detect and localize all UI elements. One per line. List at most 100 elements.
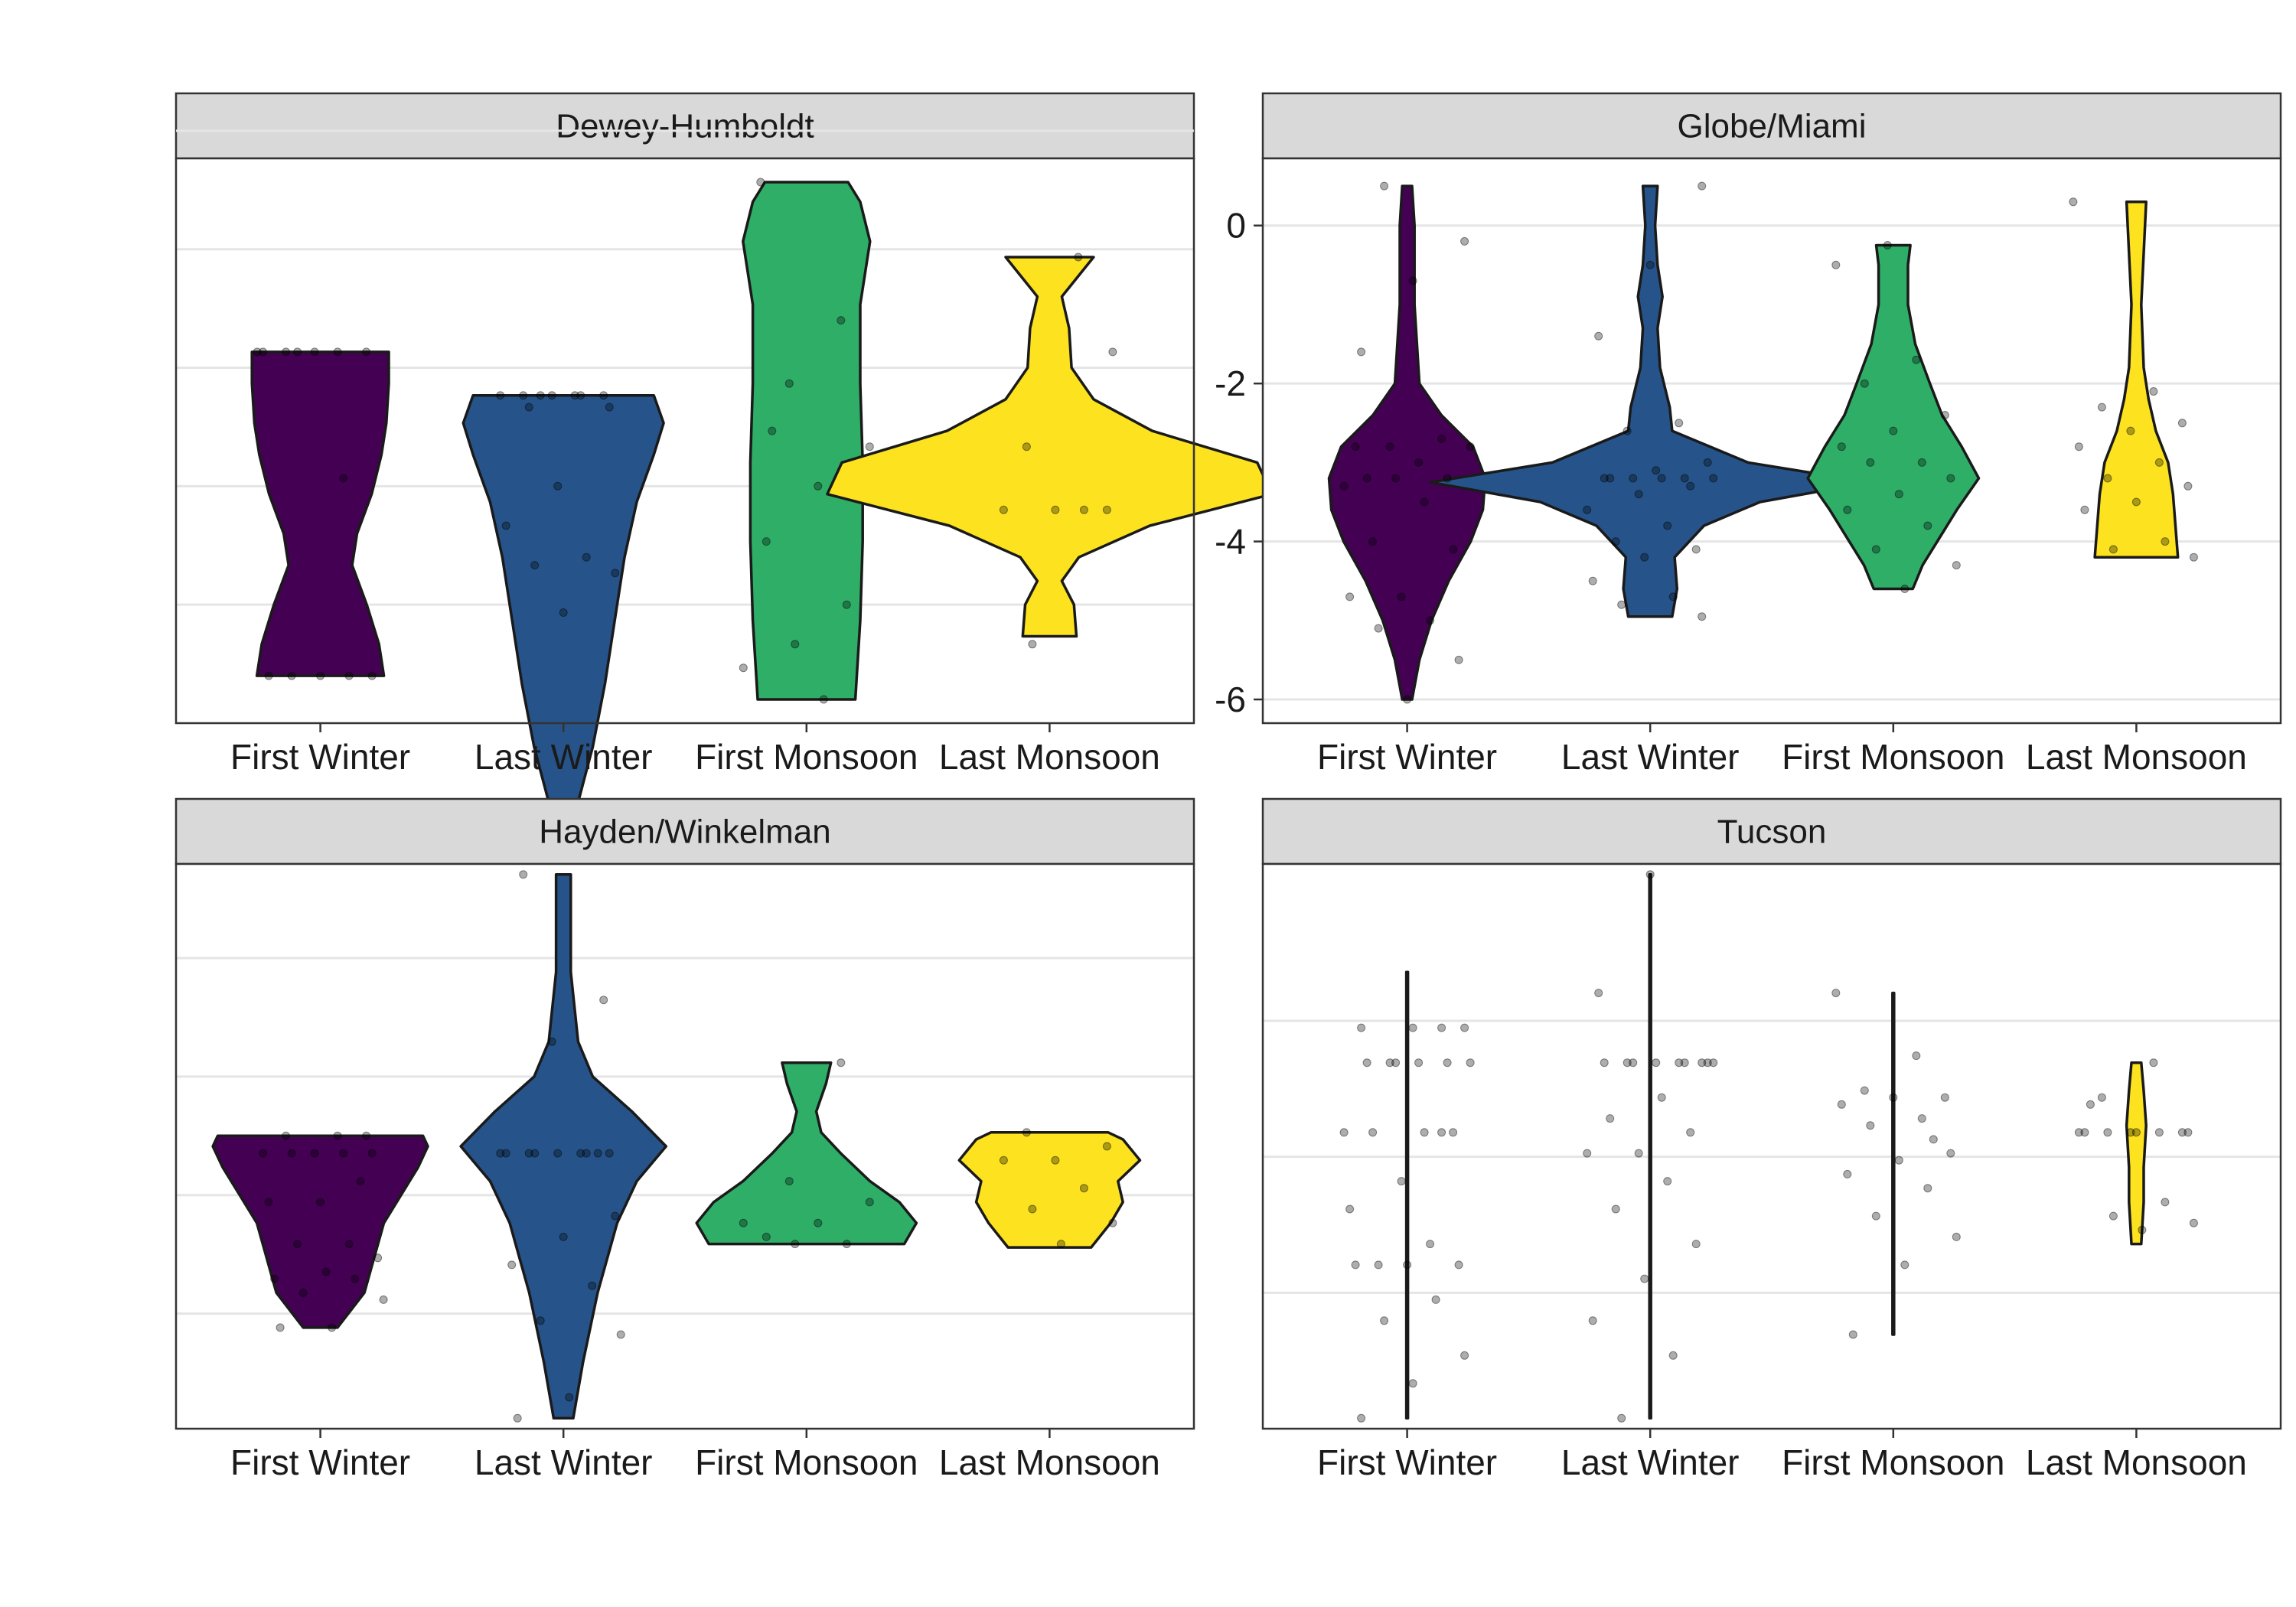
- data-point: [605, 403, 614, 412]
- x-tick-label: Last Monsoon: [939, 737, 1160, 777]
- data-point: [2161, 537, 2170, 546]
- data-point: [1831, 260, 1841, 269]
- data-point: [1339, 1128, 1349, 1137]
- strip-title: Dewey-Humboldt: [556, 108, 814, 145]
- data-point: [253, 347, 262, 357]
- violin-first-winter: [1327, 184, 1487, 701]
- data-point: [1629, 1058, 1638, 1068]
- data-point: [321, 1267, 331, 1276]
- data-point: [1079, 505, 1088, 514]
- data-point: [1900, 585, 1910, 593]
- data-point: [1946, 474, 1955, 483]
- data-point: [1588, 576, 1597, 585]
- data-point: [1028, 640, 1037, 649]
- data-point: [2108, 1211, 2118, 1221]
- data-point: [2074, 442, 2083, 451]
- x-tick-label: Last Winter: [1561, 1442, 1740, 1482]
- data-point: [1357, 347, 1366, 357]
- violin-last-monsoon: [957, 1131, 1142, 1249]
- data-point: [1606, 1114, 1615, 1123]
- data-point: [553, 481, 563, 491]
- data-point: [1917, 458, 1926, 467]
- data-point: [264, 1198, 273, 1207]
- x-tick-label: First Winter: [1317, 1442, 1497, 1482]
- data-point: [1640, 553, 1649, 562]
- violin-first-winter: [250, 350, 390, 677]
- data-point: [819, 695, 828, 704]
- data-point: [310, 1149, 319, 1158]
- violin-last-monsoon: [2125, 1061, 2148, 1246]
- data-point: [1606, 474, 1615, 483]
- data-point: [2126, 1128, 2135, 1137]
- data-point: [1634, 1149, 1643, 1158]
- data-point: [1022, 1128, 1031, 1137]
- data-point: [333, 1131, 342, 1140]
- data-point: [344, 1240, 354, 1249]
- data-point: [1894, 490, 1903, 499]
- violin-first-winter: [1404, 970, 1410, 1420]
- data-point: [1079, 1184, 1088, 1193]
- data-point: [1894, 1156, 1903, 1165]
- data-point: [379, 1295, 388, 1304]
- data-point: [1374, 624, 1383, 633]
- data-point: [1645, 870, 1655, 879]
- data-point: [1391, 474, 1401, 483]
- data-point: [1668, 1351, 1678, 1360]
- data-point: [814, 1218, 823, 1227]
- data-point: [1652, 1058, 1661, 1068]
- data-point: [1698, 181, 1707, 191]
- data-point: [1385, 1058, 1394, 1068]
- data-point: [1408, 1023, 1417, 1032]
- data-point: [1357, 1023, 1366, 1032]
- data-point: [1917, 1114, 1926, 1123]
- data-point: [2177, 419, 2187, 428]
- data-point: [259, 1149, 268, 1158]
- data-point: [865, 442, 874, 451]
- data-point: [837, 316, 846, 325]
- panel-border: [1261, 157, 2282, 725]
- data-point: [519, 391, 528, 400]
- data-point: [1617, 600, 1626, 609]
- data-point: [1362, 474, 1371, 483]
- data-point: [1923, 521, 1932, 530]
- data-point: [1912, 1051, 1921, 1061]
- data-point: [2086, 1100, 2095, 1109]
- data-point: [1583, 505, 1592, 514]
- data-point: [1420, 497, 1429, 507]
- data-point: [1588, 1316, 1597, 1325]
- data-point: [339, 474, 348, 483]
- data-point: [1102, 1142, 1111, 1151]
- data-point: [356, 1177, 365, 1186]
- data-point: [1449, 545, 1458, 554]
- data-point: [611, 1211, 620, 1221]
- data-point: [2154, 1128, 2164, 1137]
- data-point: [599, 996, 608, 1005]
- data-point: [837, 1058, 846, 1068]
- data-point: [582, 1149, 591, 1158]
- data-point: [2177, 1128, 2187, 1137]
- data-point: [814, 481, 823, 491]
- y-tick-label: -6: [1215, 680, 1246, 719]
- data-point: [842, 600, 851, 609]
- data-point: [1397, 1177, 1406, 1186]
- data-point: [367, 671, 377, 680]
- data-point: [1408, 1379, 1417, 1388]
- data-point: [1946, 1149, 1955, 1158]
- data-point: [496, 391, 505, 400]
- x-tick-label: Last Monsoon: [939, 1442, 1160, 1482]
- data-point: [1385, 442, 1394, 451]
- data-point: [287, 671, 296, 680]
- data-point: [2154, 458, 2164, 467]
- data-point: [1443, 474, 1452, 483]
- data-point: [282, 347, 291, 357]
- data-point: [1594, 331, 1603, 341]
- violin-first-monsoon: [1806, 243, 1981, 591]
- data-point: [570, 391, 579, 400]
- data-point: [1686, 481, 1695, 491]
- strip-background: [1261, 92, 2282, 160]
- x-tick-label: First Winter: [230, 737, 410, 777]
- data-point: [762, 537, 771, 546]
- data-point: [1449, 1128, 1458, 1137]
- data-point: [501, 521, 510, 530]
- data-point: [1709, 474, 1718, 483]
